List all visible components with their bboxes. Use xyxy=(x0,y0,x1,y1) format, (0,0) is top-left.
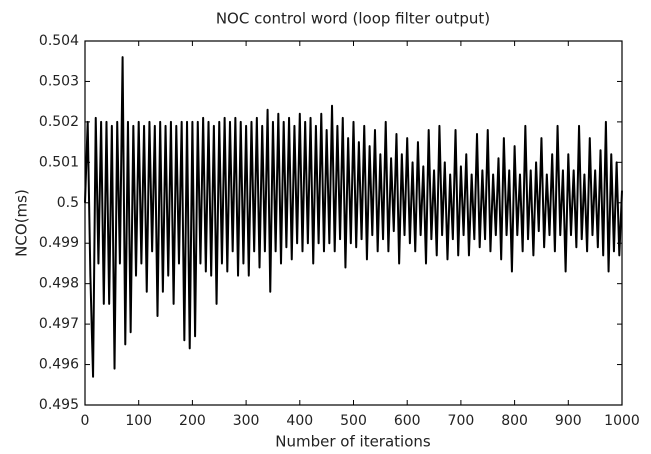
y-tick-label: 0.498 xyxy=(39,276,79,292)
x-tick-label: 700 xyxy=(448,413,475,429)
y-tick-label: 0.499 xyxy=(39,235,79,251)
y-tick-label: 0.501 xyxy=(39,154,79,170)
y-tick-label: 0.5 xyxy=(57,195,79,211)
data-line xyxy=(84,56,623,378)
x-axis-label: Number of iterations xyxy=(275,433,431,451)
x-tick-label: 400 xyxy=(286,413,313,429)
y-tick-label: 0.504 xyxy=(39,33,79,49)
x-tick-label: 300 xyxy=(233,413,260,429)
y-tick-label: 0.496 xyxy=(39,357,79,373)
x-tick-label: 900 xyxy=(555,413,582,429)
y-tick-label: 0.495 xyxy=(39,397,79,413)
x-tick-label: 0 xyxy=(81,413,90,429)
y-axis-label: NCO(ms) xyxy=(13,189,31,257)
y-tick-label: 0.503 xyxy=(39,73,79,89)
plot-frame xyxy=(84,40,623,406)
x-tick-label: 100 xyxy=(125,413,152,429)
x-tick-label: 1000 xyxy=(604,413,640,429)
x-tick-label: 600 xyxy=(394,413,421,429)
chart-title: NOC control word (loop filter output) xyxy=(216,10,490,28)
x-tick-label: 800 xyxy=(501,413,528,429)
x-tick-label: 200 xyxy=(179,413,206,429)
y-tick-label: 0.497 xyxy=(39,316,79,332)
x-tick-label: 500 xyxy=(340,413,367,429)
y-tick-label: 0.502 xyxy=(39,114,79,130)
